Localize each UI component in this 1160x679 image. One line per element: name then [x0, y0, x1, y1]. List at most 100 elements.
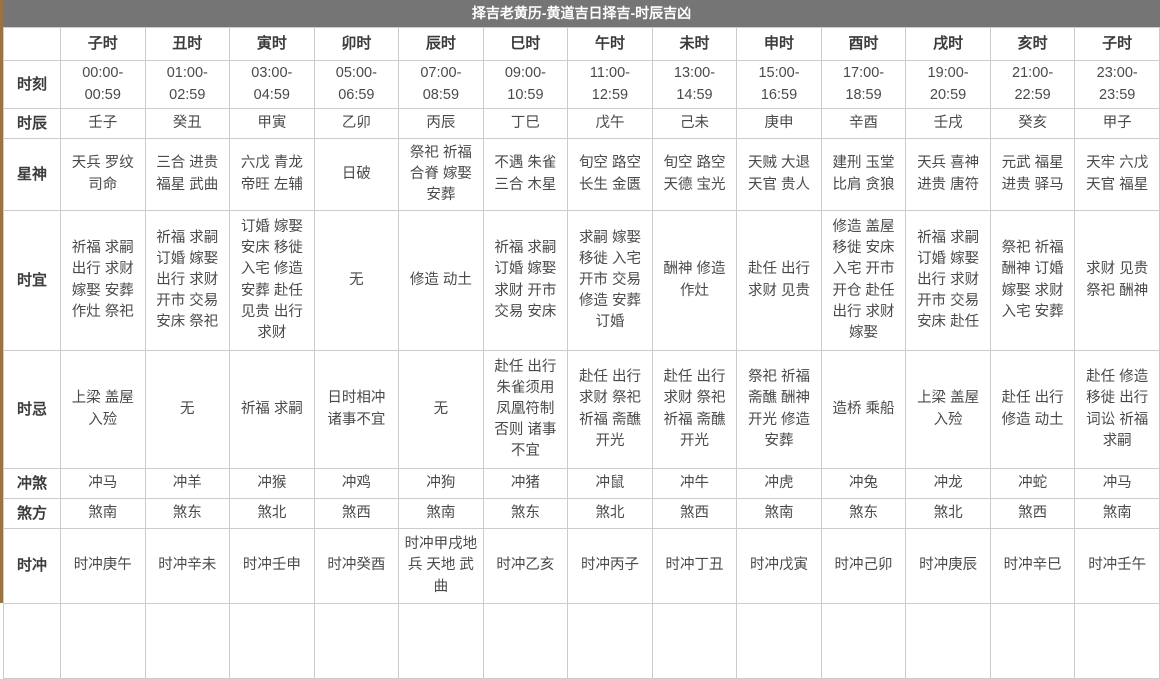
- table-cell: 冲牛: [651, 468, 738, 499]
- table-cell: 00:00-00:59: [60, 60, 146, 109]
- table-cell: 时冲癸酉: [313, 528, 400, 604]
- table-cell: [313, 603, 400, 679]
- hour-header-yin: 寅时: [229, 27, 315, 61]
- table-row-shike: 时刻 00:00-00:59 01:00-02:59 03:00-04:59 0…: [3, 60, 1160, 109]
- table-cell: 天牢 六戊 天官 福星: [1074, 138, 1160, 211]
- table-cell: 时冲辛巳: [989, 528, 1076, 604]
- table-cell: 冲马: [1074, 468, 1160, 499]
- table-cell: 煞南: [60, 498, 146, 529]
- hour-header-zi1: 子时: [60, 27, 146, 61]
- table-cell: 09:00-10:59: [482, 60, 569, 109]
- table-cell: 甲子: [1074, 108, 1160, 139]
- table-cell: 时冲庚午: [60, 528, 146, 604]
- table-cell: [905, 603, 991, 679]
- table-cell: 天兵 罗纹 司命: [60, 138, 146, 211]
- table-cell: 煞南: [398, 498, 484, 529]
- table-cell: 时冲戊寅: [736, 528, 822, 604]
- table-cell: [989, 603, 1076, 679]
- table-cell: 无: [398, 350, 484, 469]
- table-cell: 六戊 青龙 帝旺 左辅: [229, 138, 315, 211]
- table-cell: 煞东: [820, 498, 907, 529]
- table-cell: 17:00-18:59: [820, 60, 907, 109]
- table-cell: 己未: [651, 108, 738, 139]
- table-cell: 赴任 出行 求财 祭祀 祈福 斋醮 开光: [567, 350, 653, 469]
- table-cell: 元武 福星 进贵 驿马: [989, 138, 1076, 211]
- table-cell: 壬子: [60, 108, 146, 139]
- table-cell: 祈福 求嗣 订婚 嫁娶 出行 求财 开市 交易 安床 祭祀: [144, 210, 231, 351]
- table-cell: 冲狗: [398, 468, 484, 499]
- table-cell: 造桥 乘船: [820, 350, 907, 469]
- row-label-shiyi: 时宜: [3, 210, 61, 351]
- table-cell: 求嗣 嫁娶 移徙 入宅 开市 交易 修造 安葬 订婚: [567, 210, 653, 351]
- table-cell: 时冲辛未: [144, 528, 231, 604]
- table-cell: 时冲壬申: [229, 528, 315, 604]
- table-row-shichen: 时辰 壬子 癸丑 甲寅 乙卯 丙辰 丁巳 戊午 己未 庚申 辛酉 壬戌 癸亥 甲…: [3, 108, 1160, 139]
- table-cell: 丙辰: [398, 108, 484, 139]
- table-cell: 时冲丁丑: [651, 528, 738, 604]
- row-label-shafang: 煞方: [3, 498, 61, 529]
- table-cell: 23:00-23:59: [1074, 60, 1160, 109]
- page-title: 择吉老黄历-黄道吉日择吉-时辰吉凶: [3, 0, 1160, 27]
- table-cell: 祈福 求嗣: [229, 350, 315, 469]
- table-cell: [398, 603, 484, 679]
- table-cell: 时冲乙亥: [482, 528, 569, 604]
- row-label-shiji: 时忌: [3, 350, 61, 469]
- table-cell: 煞南: [1074, 498, 1160, 529]
- table-cell: 日破: [313, 138, 400, 211]
- table-cell: 上梁 盖屋 入殓: [905, 350, 991, 469]
- hour-header-xu: 戌时: [905, 27, 991, 61]
- table-cell: 旬空 路空 天德 宝光: [651, 138, 738, 211]
- table-cell: 时冲甲戌地兵 天地 武曲: [398, 528, 484, 604]
- table-cell: 15:00-16:59: [736, 60, 822, 109]
- table-cell: 冲猴: [229, 468, 315, 499]
- table-cell: 赴任 出行 求财 祭祀 祈福 斋醮 开光: [651, 350, 738, 469]
- table-cell: 祈福 求嗣 订婚 嫁娶 出行 求财 开市 交易 安床 赴任: [905, 210, 991, 351]
- table-cell: 丁巳: [482, 108, 569, 139]
- row-label-shichong: 时冲: [3, 528, 61, 604]
- table-cell: [229, 603, 315, 679]
- table-cell: 求财 见贵 祭祀 酬神: [1074, 210, 1160, 351]
- table-cell: 不遇 朱雀 三合 木星: [482, 138, 569, 211]
- row-label-shichong2: [3, 603, 61, 679]
- table-cell: 戊午: [567, 108, 653, 139]
- table-cell: 祈福 求嗣 订婚 嫁娶 求财 开市 交易 安床: [482, 210, 569, 351]
- table-cell: 冲马: [60, 468, 146, 499]
- table-cell: 祭祀 祈福 斋醮 酬神 开光 修造 安葬: [736, 350, 822, 469]
- table-cell: [736, 603, 822, 679]
- hour-header-row: 子时 丑时 寅时 卯时 辰时 巳时 午时 未时 申时 酉时 戌时 亥时 子时: [3, 27, 1160, 61]
- table-cell: 煞西: [651, 498, 738, 529]
- table-cell: 癸丑: [144, 108, 231, 139]
- table-cell: 辛酉: [820, 108, 907, 139]
- table-cell: [820, 603, 907, 679]
- table-cell: [144, 603, 231, 679]
- table-cell: [651, 603, 738, 679]
- table-cell: 冲兔: [820, 468, 907, 499]
- table-cell: 13:00-14:59: [651, 60, 738, 109]
- hour-header-wu: 午时: [567, 27, 653, 61]
- hour-header-si: 巳时: [482, 27, 569, 61]
- table-cell: 冲蛇: [989, 468, 1076, 499]
- table-cell: 07:00-08:59: [398, 60, 484, 109]
- almanac-table: 子时 丑时 寅时 卯时 辰时 巳时 午时 未时 申时 酉时 戌时 亥时 子时 时…: [3, 27, 1160, 679]
- hour-header-chen: 辰时: [398, 27, 484, 61]
- table-cell: 煞北: [905, 498, 991, 529]
- table-cell: 时冲壬午: [1074, 528, 1160, 604]
- table-cell: [567, 603, 653, 679]
- row-label-xingshen: 星神: [3, 138, 61, 211]
- table-row-chongsha: 冲煞 冲马 冲羊 冲猴 冲鸡 冲狗 冲猪 冲鼠 冲牛 冲虎 冲兔 冲龙 冲蛇 冲…: [3, 468, 1160, 499]
- table-cell: 修造 动土: [398, 210, 484, 351]
- table-cell: 建刑 玉堂 比肩 贪狼: [820, 138, 907, 211]
- hour-header-hai: 亥时: [989, 27, 1076, 61]
- row-label-shike: 时刻: [3, 60, 61, 109]
- hour-header-you: 酉时: [820, 27, 907, 61]
- table-cell: 11:00-12:59: [567, 60, 653, 109]
- table-cell: 冲猪: [482, 468, 569, 499]
- table-row-shiyi: 时宜 祈福 求嗣 出行 求财 嫁娶 安葬 作灶 祭祀 祈福 求嗣 订婚 嫁娶 出…: [3, 210, 1160, 351]
- table-cell: 时冲己卯: [820, 528, 907, 604]
- hour-header-wei: 未时: [651, 27, 738, 61]
- table-cell: 煞东: [144, 498, 231, 529]
- hour-header-mao: 卯时: [313, 27, 400, 61]
- table-cell: 19:00-20:59: [905, 60, 991, 109]
- table-cell: 赴任 出行 求财 见贵: [736, 210, 822, 351]
